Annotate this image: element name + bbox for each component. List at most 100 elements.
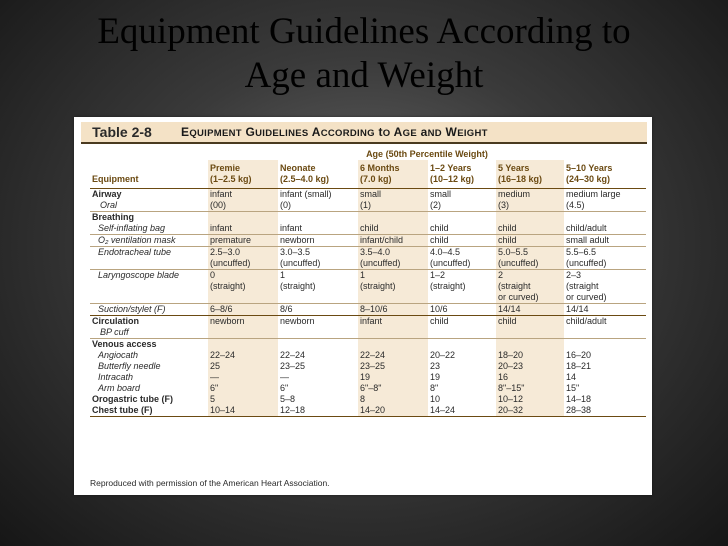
table-row: Venous access [90, 338, 646, 351]
table-cell: newborn [208, 315, 278, 339]
row-group-label: Airway [92, 189, 122, 199]
column-header: Premie (1–2.5 kg) [208, 160, 278, 189]
table-cell: 1 (straight) [278, 269, 358, 304]
table-row: O₂ ventilation mask premature newborn infan… [90, 234, 646, 247]
table-cell: 20–22 [430, 350, 456, 360]
table-cell: child [428, 234, 496, 247]
row-label: O₂ ventilation mask [90, 234, 208, 247]
table-footnote: Reproduced with permission of the Americ… [90, 478, 330, 488]
table-cell [278, 212, 358, 224]
table-number: Table 2-8 [92, 124, 152, 140]
table-cell: 8"–15" [496, 383, 564, 394]
table-cell: 3.5–4.0 (uncuffed) [358, 246, 428, 270]
row-label: Circulation BP cuff [90, 315, 208, 339]
table-cell: child [428, 223, 496, 235]
table-cell: 14–20 [358, 405, 428, 417]
column-header: Neonate (2.5–4.0 kg) [280, 163, 330, 184]
table-cell: infant (00) [208, 188, 278, 212]
table-cell [564, 339, 646, 351]
table-cell: 4.0–4.5 (uncuffed) [428, 246, 496, 270]
age-header-row: Age (50th Percentile Weight) [90, 148, 646, 160]
table-cell: 22–24 [208, 350, 278, 361]
row-label: Endotracheal tube [90, 246, 208, 270]
table-row: Endotracheal tube 2.5–3.0 (uncuffed) 3.0–3.… [90, 246, 646, 270]
table-cell: 14/14 [496, 303, 564, 316]
row-label: Butterfly needle [98, 361, 161, 371]
table-cell [496, 211, 564, 223]
table-row: Butterfly needle 25 23–25 23–25 23 20–23 18–21 [90, 361, 646, 372]
table-cell: 5 [208, 394, 278, 405]
equipment-table: Age (50th Percentile Weight) Equipment Pre… [90, 148, 646, 417]
table-cell: 10/6 [428, 303, 496, 316]
table-header-bar: Table 2-8 EQUIPMENT GUIDELINES ACCORDING… [81, 122, 647, 144]
table-cell: 14–18 [566, 394, 592, 404]
table-cell: 6" [280, 383, 289, 393]
row-sub-label: Oral [100, 200, 118, 210]
table-cell [208, 338, 278, 350]
row-label: Laryngoscope blade [90, 269, 208, 304]
slide-title: Equipment Guidelines According to Age an… [0, 10, 728, 98]
empty-cell [90, 148, 208, 160]
table-cell: 2.5–3.0 (uncuffed) [208, 246, 278, 270]
table-cell: newborn [278, 234, 358, 247]
row-label: Venous access [92, 339, 157, 349]
table-cell: 12–18 [278, 405, 358, 417]
row-label: Breathing [92, 212, 135, 222]
table-cell: 22–24 [358, 350, 428, 361]
age-header: Age (50th Percentile Weight) [366, 149, 488, 159]
slide-title-line-1: Equipment Guidelines According to [97, 11, 631, 52]
table-row: Airway Oral infant (00) infant (small) (0) sma… [90, 188, 646, 212]
table-cell: 19 [430, 372, 441, 382]
table-cell: 14–24 [428, 405, 496, 417]
table-cell [358, 338, 428, 350]
table-cell: child/adult [564, 315, 646, 339]
table-cell [428, 212, 496, 224]
table-cell: child [496, 223, 564, 235]
table-cell [428, 339, 496, 351]
table-cell: infant/child [358, 234, 428, 247]
table-cell: child [496, 234, 564, 247]
table-cell: 15" [566, 383, 580, 393]
table-cell: small (2) [428, 188, 496, 212]
table-row: Self-inflating bag infant infant child child… [90, 223, 646, 235]
table-cell: 16–20 [566, 350, 592, 360]
table-row: Circulation BP cuff newborn newborn infant ch… [90, 315, 646, 339]
table-cell: 20–23 [496, 361, 564, 372]
table-cell: 1 (straight) [358, 269, 428, 304]
table-cell: child [358, 223, 428, 235]
table-cell: 19 [358, 372, 428, 383]
row-label: Angiocath [98, 350, 139, 360]
table-cell: 16 [496, 372, 564, 383]
table-cell: infant (small) (0) [278, 188, 358, 212]
table-cell: child [428, 315, 496, 339]
table-cell: 1–2 (straight) [428, 269, 496, 304]
table-cell [278, 339, 358, 351]
table-cell [358, 211, 428, 223]
table-cell: 28–38 [564, 405, 646, 417]
table-cell: 10 [430, 394, 441, 404]
table-cell: infant [208, 223, 278, 235]
table-row: Arm board 6" 6" 6"–8" 8" 8"–15" 15" [90, 383, 646, 394]
table-cell: newborn [278, 315, 358, 339]
table-name: EQUIPMENT GUIDELINES ACCORDING tO AGE aN… [181, 125, 488, 139]
table-cell: 25 [208, 361, 278, 372]
table-cell: child [496, 315, 564, 339]
table-cell: infant [358, 315, 428, 339]
table-cell: 23–25 [358, 361, 428, 372]
row-sub-label: BP cuff [100, 327, 129, 337]
table-row: Breathing [90, 211, 646, 224]
slide-title-line-2: Age and Weight [244, 55, 484, 96]
row-label: Intracath [98, 372, 134, 382]
row-label: Airway Oral [90, 188, 208, 212]
table-cell: — [208, 372, 278, 383]
table-cell: medium (3) [496, 188, 564, 212]
table-cell: 5–8 [280, 394, 296, 404]
table-cell: 23–25 [280, 361, 306, 371]
column-header: Equipment [92, 174, 139, 184]
table-cell: 2–3 (straight or curved) [564, 269, 646, 304]
table-row: Suction/stylet (F) 6–8/6 8/6 8–10/6 10/6 14/1… [90, 303, 646, 316]
column-header: 6 Months (7.0 kg) [358, 160, 428, 189]
column-header: 1–2 Years (10–12 kg) [430, 163, 475, 184]
table-cell [496, 338, 564, 350]
table-cell: 6"–8" [358, 383, 428, 394]
